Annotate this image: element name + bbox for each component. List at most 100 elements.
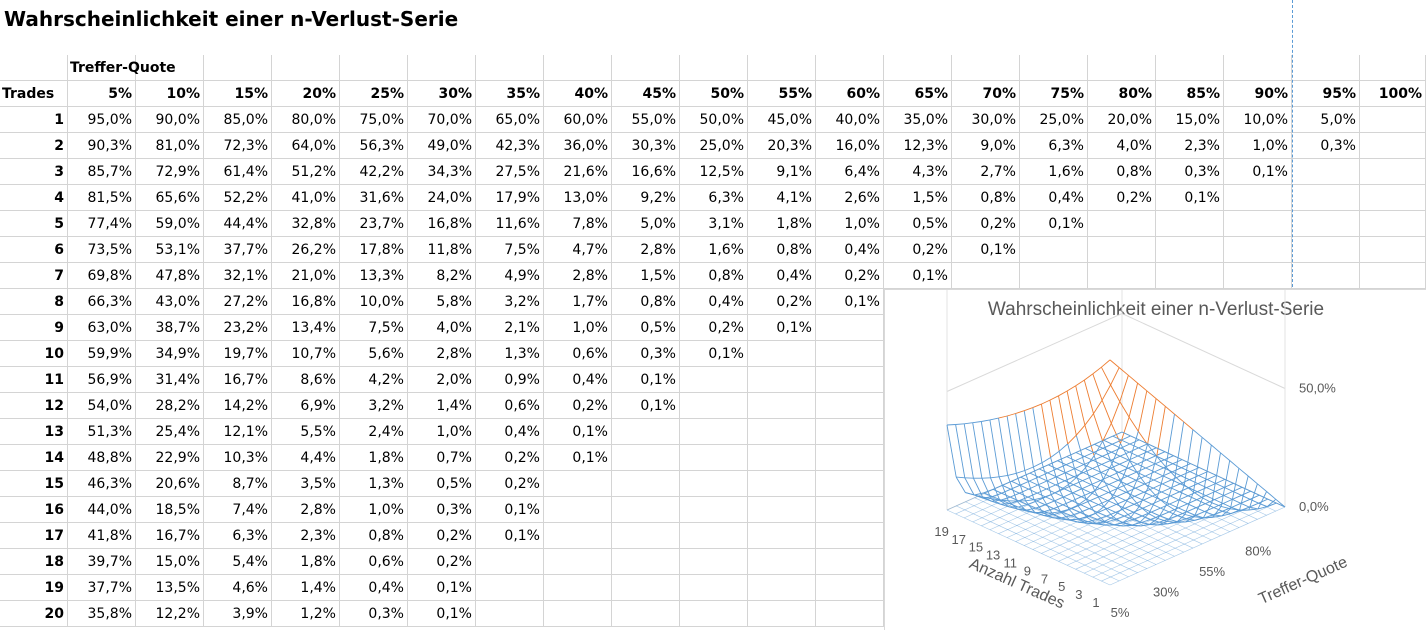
empty-cell[interactable] — [1020, 55, 1088, 81]
data-cell[interactable]: 0,8% — [612, 289, 680, 315]
data-cell[interactable] — [816, 367, 884, 393]
data-cell[interactable]: 5,5% — [272, 419, 340, 445]
empty-cell[interactable] — [1156, 55, 1224, 81]
data-cell[interactable] — [612, 549, 680, 575]
data-cell[interactable] — [612, 575, 680, 601]
data-cell[interactable]: 59,0% — [136, 211, 204, 237]
data-cell[interactable]: 5,6% — [340, 341, 408, 367]
empty-cell[interactable] — [1360, 55, 1426, 81]
empty-cell[interactable] — [1088, 55, 1156, 81]
data-cell[interactable]: 0,2% — [1088, 185, 1156, 211]
data-cell[interactable]: 4,0% — [1088, 133, 1156, 159]
data-cell[interactable] — [1224, 211, 1292, 237]
data-cell[interactable]: 10,7% — [272, 341, 340, 367]
column-header-cell[interactable]: 10% — [136, 81, 204, 107]
data-cell[interactable] — [816, 445, 884, 471]
data-cell[interactable]: 0,6% — [476, 393, 544, 419]
data-cell[interactable]: 35,0% — [884, 107, 952, 133]
data-cell[interactable] — [816, 315, 884, 341]
data-cell[interactable]: 50,0% — [680, 107, 748, 133]
row-header-cell[interactable]: 8 — [0, 289, 68, 315]
data-cell[interactable] — [476, 575, 544, 601]
data-cell[interactable] — [1224, 185, 1292, 211]
data-cell[interactable]: 85,0% — [204, 107, 272, 133]
data-cell[interactable] — [816, 393, 884, 419]
data-cell[interactable] — [612, 523, 680, 549]
data-cell[interactable]: 0,4% — [476, 419, 544, 445]
data-cell[interactable]: 6,9% — [272, 393, 340, 419]
data-cell[interactable]: 4,1% — [748, 185, 816, 211]
data-cell[interactable]: 1,3% — [476, 341, 544, 367]
data-cell[interactable] — [1224, 237, 1292, 263]
data-cell[interactable]: 0,2% — [884, 237, 952, 263]
data-cell[interactable] — [1360, 185, 1426, 211]
column-header-cell[interactable]: 30% — [408, 81, 476, 107]
data-cell[interactable]: 0,1% — [952, 237, 1020, 263]
empty-cell[interactable] — [884, 55, 952, 81]
data-cell[interactable]: 64,0% — [272, 133, 340, 159]
row-header-cell[interactable]: 3 — [0, 159, 68, 185]
data-cell[interactable]: 53,1% — [136, 237, 204, 263]
column-header-cell[interactable]: 70% — [952, 81, 1020, 107]
data-cell[interactable]: 1,4% — [408, 393, 476, 419]
row-header-cell[interactable]: 2 — [0, 133, 68, 159]
data-cell[interactable] — [816, 549, 884, 575]
data-cell[interactable]: 73,5% — [68, 237, 136, 263]
empty-cell[interactable] — [544, 55, 612, 81]
data-cell[interactable]: 3,2% — [476, 289, 544, 315]
data-cell[interactable]: 7,8% — [544, 211, 612, 237]
data-cell[interactable]: 15,0% — [136, 549, 204, 575]
data-cell[interactable]: 11,6% — [476, 211, 544, 237]
row-header-cell[interactable]: 18 — [0, 549, 68, 575]
data-cell[interactable]: 10,3% — [204, 445, 272, 471]
data-cell[interactable] — [748, 601, 816, 627]
empty-cell[interactable] — [408, 55, 476, 81]
data-cell[interactable]: 66,3% — [68, 289, 136, 315]
data-cell[interactable]: 8,2% — [408, 263, 476, 289]
data-cell[interactable]: 0,8% — [748, 237, 816, 263]
data-cell[interactable]: 5,4% — [204, 549, 272, 575]
data-cell[interactable]: 12,5% — [680, 159, 748, 185]
column-header-cell[interactable]: 55% — [748, 81, 816, 107]
data-cell[interactable]: 0,1% — [544, 419, 612, 445]
data-cell[interactable]: 0,1% — [884, 263, 952, 289]
data-cell[interactable] — [952, 263, 1020, 289]
data-cell[interactable]: 9,1% — [748, 159, 816, 185]
data-cell[interactable]: 4,0% — [408, 315, 476, 341]
row-header-cell[interactable]: 19 — [0, 575, 68, 601]
data-cell[interactable] — [476, 601, 544, 627]
data-cell[interactable]: 52,2% — [204, 185, 272, 211]
data-cell[interactable]: 21,0% — [272, 263, 340, 289]
data-cell[interactable]: 0,1% — [612, 367, 680, 393]
column-header-cell[interactable]: 35% — [476, 81, 544, 107]
data-cell[interactable]: 31,4% — [136, 367, 204, 393]
data-cell[interactable]: 4,4% — [272, 445, 340, 471]
data-cell[interactable]: 4,7% — [544, 237, 612, 263]
data-cell[interactable]: 3,1% — [680, 211, 748, 237]
data-cell[interactable]: 9,2% — [612, 185, 680, 211]
data-cell[interactable]: 41,8% — [68, 523, 136, 549]
data-cell[interactable] — [680, 575, 748, 601]
data-cell[interactable]: 10,0% — [1224, 107, 1292, 133]
data-cell[interactable] — [612, 471, 680, 497]
data-cell[interactable] — [680, 523, 748, 549]
data-cell[interactable] — [1360, 159, 1426, 185]
data-cell[interactable]: 0,4% — [340, 575, 408, 601]
data-cell[interactable]: 0,1% — [748, 315, 816, 341]
data-cell[interactable]: 16,7% — [204, 367, 272, 393]
data-cell[interactable]: 3,5% — [272, 471, 340, 497]
data-cell[interactable]: 2,7% — [952, 159, 1020, 185]
column-header-cell[interactable]: 75% — [1020, 81, 1088, 107]
row-header-cell[interactable]: 5 — [0, 211, 68, 237]
data-cell[interactable]: 16,8% — [408, 211, 476, 237]
data-cell[interactable]: 2,8% — [544, 263, 612, 289]
data-cell[interactable]: 15,0% — [1156, 107, 1224, 133]
row-header-cell[interactable]: 11 — [0, 367, 68, 393]
column-header-cell[interactable]: 85% — [1156, 81, 1224, 107]
data-cell[interactable]: 0,3% — [612, 341, 680, 367]
data-cell[interactable]: 0,2% — [952, 211, 1020, 237]
data-cell[interactable]: 1,0% — [1224, 133, 1292, 159]
data-cell[interactable]: 45,0% — [748, 107, 816, 133]
data-cell[interactable]: 6,4% — [816, 159, 884, 185]
data-cell[interactable]: 0,6% — [544, 341, 612, 367]
